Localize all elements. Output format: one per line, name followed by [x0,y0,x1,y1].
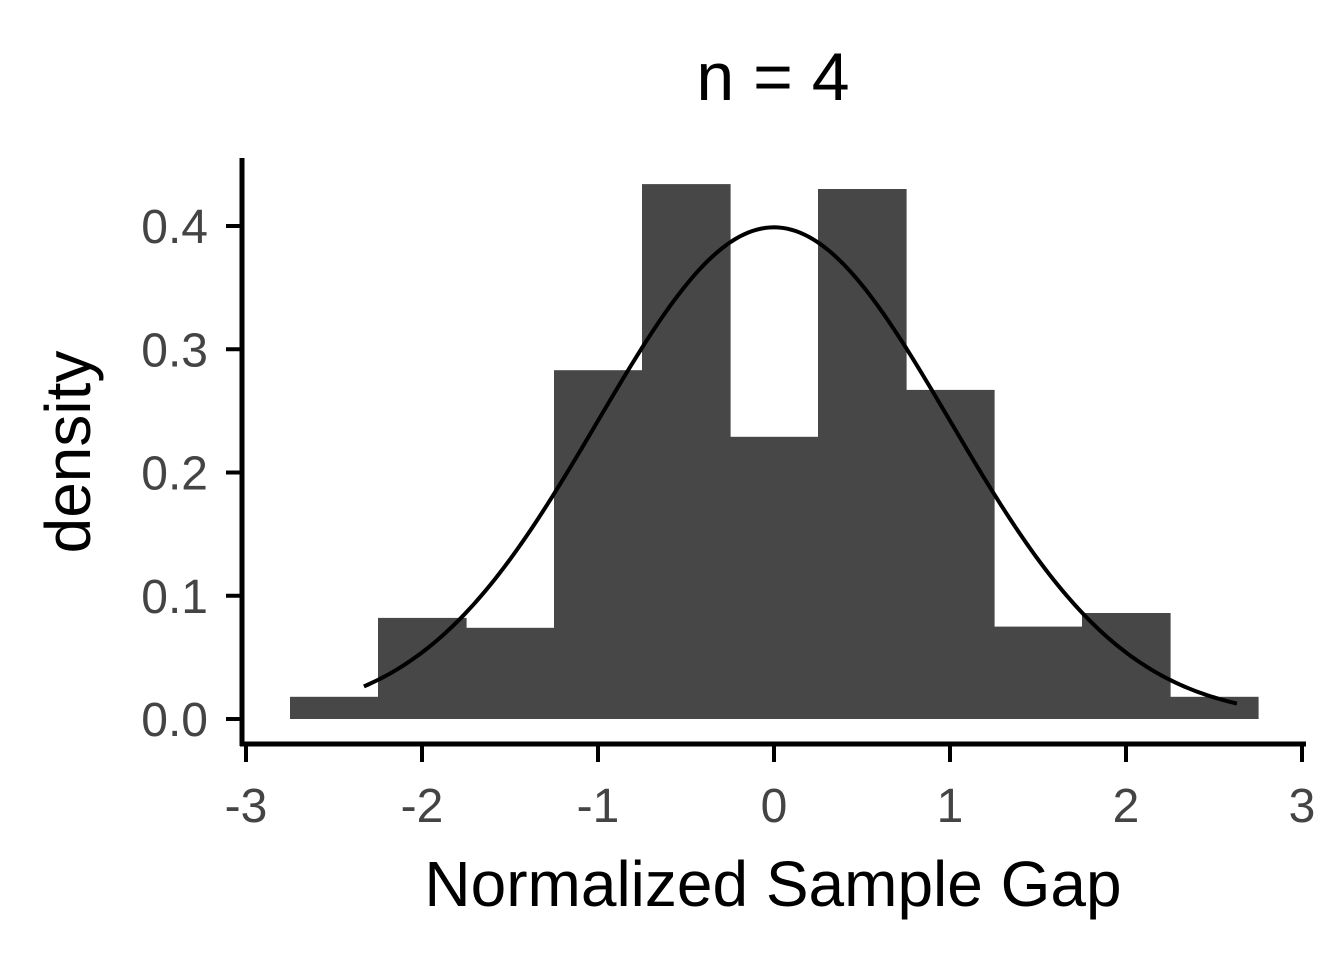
y-tick-label: 0.4 [141,201,208,254]
histogram-bars [290,184,1259,720]
histogram-bar [642,184,731,720]
histogram-bar [290,696,379,719]
y-tick-label: 0.1 [141,571,208,624]
x-axis-title: Normalized Sample Gap [424,848,1121,920]
histogram-bar [466,627,555,719]
x-tick-label: 2 [1113,780,1140,833]
normal-density-curve [363,225,1238,706]
y-tick-label: 0.0 [141,694,208,747]
y-tick-label: 0.2 [141,448,208,501]
x-tick-label: -1 [577,780,620,833]
x-tick-label: 3 [1289,780,1316,833]
histogram-bar [994,626,1083,719]
histogram-bar [906,389,995,719]
x-tick-label: -3 [225,780,268,833]
histogram-bar [1082,613,1171,719]
x-tick-label: 1 [937,780,964,833]
histogram-bar [730,436,819,719]
y-axis-title: density [32,351,104,554]
histogram-bar [1170,696,1259,719]
histogram-bar [554,370,643,719]
x-tick-label: 0 [761,780,788,833]
histogram-bar [818,189,907,719]
y-axis-ticks: 0.0 0.1 0.2 0.3 0.4 [141,201,242,747]
x-axis-ticks: -3 -2 -1 0 1 2 3 [225,744,1316,833]
histogram-bar [378,617,467,719]
y-tick-label: 0.3 [141,324,208,377]
chart-title: n = 4 [696,39,849,115]
x-tick-label: -2 [401,780,444,833]
